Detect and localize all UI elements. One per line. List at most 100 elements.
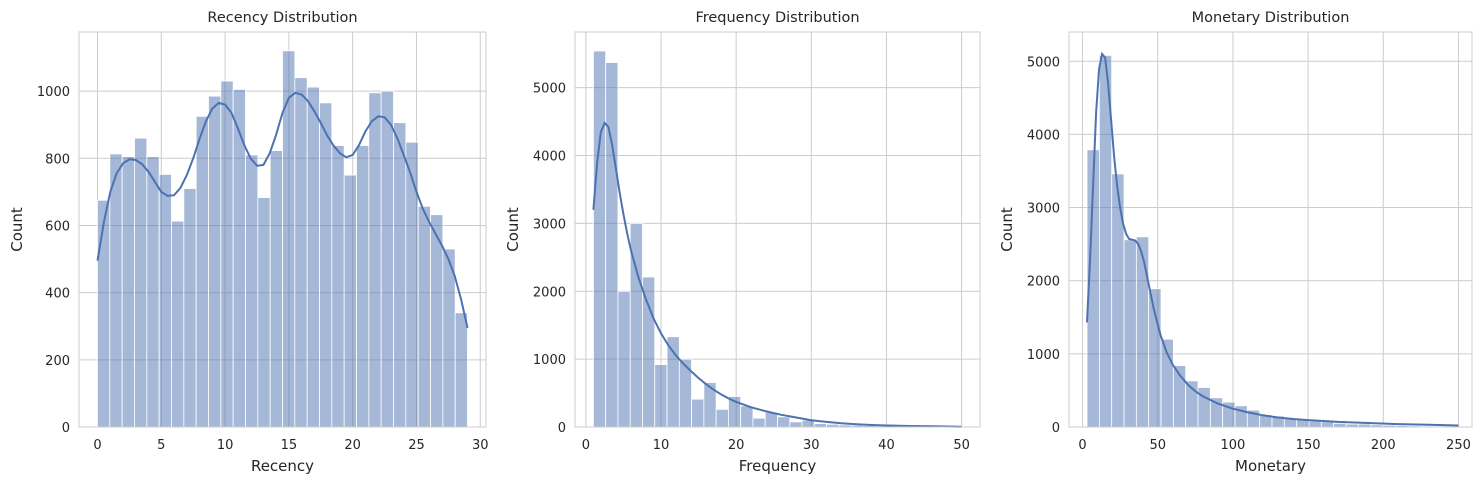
histogram-bar: [691, 398, 705, 428]
x-tick-label: 0: [1078, 438, 1086, 453]
histogram-bar: [654, 364, 668, 428]
y-tick-label: 1000: [533, 353, 566, 368]
x-tick-label: 250: [1446, 438, 1471, 453]
histogram-bar: [306, 86, 320, 428]
x-tick-label: 20: [344, 438, 361, 453]
y-tick-label: 3000: [533, 217, 566, 232]
histogram-bar: [183, 188, 197, 428]
y-axis-label: Count: [504, 207, 522, 252]
histogram-bar: [232, 89, 246, 428]
histogram-bar: [97, 199, 111, 428]
x-tick-label: 5: [157, 438, 165, 453]
x-tick-label: 50: [953, 438, 970, 453]
x-tick-label: 15: [281, 438, 298, 453]
y-tick-label: 600: [45, 219, 70, 234]
histogram-bar: [134, 137, 148, 428]
histogram-bar: [245, 154, 259, 428]
histogram-bar: [368, 92, 382, 428]
y-tick-label: 4000: [1027, 128, 1060, 143]
histogram-bar: [343, 174, 357, 428]
histogram-bar: [764, 412, 778, 428]
x-tick-label: 30: [472, 438, 489, 453]
chart-panel-1: 0 10 20 30 40 50 0 1000 2000 3000 4000 5000 Frequenc…: [504, 10, 981, 475]
y-tick-label: 0: [62, 421, 70, 436]
y-tick-label: 1000: [1027, 348, 1060, 363]
histogram-bar: [269, 150, 283, 428]
chart-panel-0: 0 5 10 15 20 25 30 0 200 400 600 800 1000 Recency Dis…: [8, 10, 489, 475]
x-axis-label: Monetary: [1235, 457, 1306, 475]
plot-frame: [1068, 31, 1473, 428]
y-tick-label: 1000: [37, 85, 70, 100]
chart-title: Recency Distribution: [207, 10, 357, 26]
y-axis-label: Count: [998, 207, 1016, 252]
chart-title: Frequency Distribution: [695, 10, 859, 26]
y-tick-label: 0: [558, 421, 566, 436]
y-tick-label: 0: [1052, 421, 1060, 436]
histogram-bar: [715, 408, 729, 428]
histogram-bar: [109, 153, 123, 428]
y-tick-label: 2000: [533, 285, 566, 300]
x-tick-label: 0: [93, 438, 101, 453]
histogram-bar: [454, 312, 468, 428]
histogram-bar: [257, 197, 271, 428]
histogram-bar: [1123, 239, 1137, 428]
kde-curve: [592, 121, 962, 428]
y-tick-label: 4000: [533, 150, 566, 165]
histogram-bar: [356, 145, 370, 428]
histogram-bar: [1308, 420, 1322, 428]
histogram-bar: [331, 145, 345, 428]
x-tick-label: 100: [1220, 438, 1245, 453]
x-axis-label: Frequency: [739, 457, 817, 475]
histogram-bar: [417, 205, 431, 428]
histogram-bar: [789, 421, 803, 428]
histogram-bar: [319, 102, 333, 428]
histogram-bar: [617, 290, 631, 428]
x-tick-label: 0: [582, 438, 590, 453]
histogram-bar: [121, 156, 135, 428]
plot-frame: [78, 31, 487, 428]
histogram-bar: [777, 416, 791, 428]
histogram-bar: [1333, 422, 1347, 428]
x-tick-label: 10: [217, 438, 234, 453]
x-tick-label: 25: [408, 438, 425, 453]
x-tick-label: 40: [878, 438, 895, 453]
x-tick-label: 20: [728, 438, 745, 453]
y-tick-label: 200: [45, 354, 70, 369]
histogram-bar: [380, 90, 394, 428]
plot-frame: [574, 31, 981, 428]
histogram-bar: [430, 214, 444, 428]
x-tick-label: 200: [1371, 438, 1396, 453]
y-axis-label: Count: [8, 207, 26, 252]
histogram-bar: [158, 174, 172, 428]
x-tick-label: 10: [653, 438, 670, 453]
histogram-bar: [752, 417, 766, 428]
y-tick-label: 5000: [1027, 55, 1060, 70]
chart-panel-2: 0 50 100 150 200 250 0 1000 2000 3000 4000 5000 Mone…: [998, 10, 1473, 475]
histogram-bar: [1320, 421, 1335, 428]
histogram-bar: [813, 423, 827, 428]
histogram-bar: [171, 220, 185, 428]
y-tick-label: 2000: [1027, 275, 1060, 290]
histogram-bar: [605, 62, 619, 428]
histogram-bar: [393, 122, 407, 428]
histogram-bar: [208, 95, 222, 428]
x-tick-label: 30: [803, 438, 820, 453]
histogram-bar: [740, 405, 754, 428]
histogram-bar: [195, 115, 209, 428]
chart-title: Monetary Distribution: [1192, 10, 1350, 26]
y-tick-label: 400: [45, 287, 70, 302]
y-tick-label: 800: [45, 152, 70, 167]
x-axis-label: Recency: [251, 457, 314, 475]
y-tick-label: 5000: [533, 82, 566, 97]
histogram-bar: [220, 80, 234, 428]
y-tick-label: 3000: [1027, 202, 1060, 217]
histogram-bar: [442, 248, 456, 428]
kde-curve: [1086, 51, 1459, 427]
histogram-bar: [294, 77, 308, 428]
kde-curve: [96, 91, 469, 329]
histogram-bar: [1111, 173, 1125, 428]
histogram-bar: [1135, 236, 1150, 428]
histogram-bar: [146, 156, 160, 428]
histogram-bar: [642, 276, 656, 428]
